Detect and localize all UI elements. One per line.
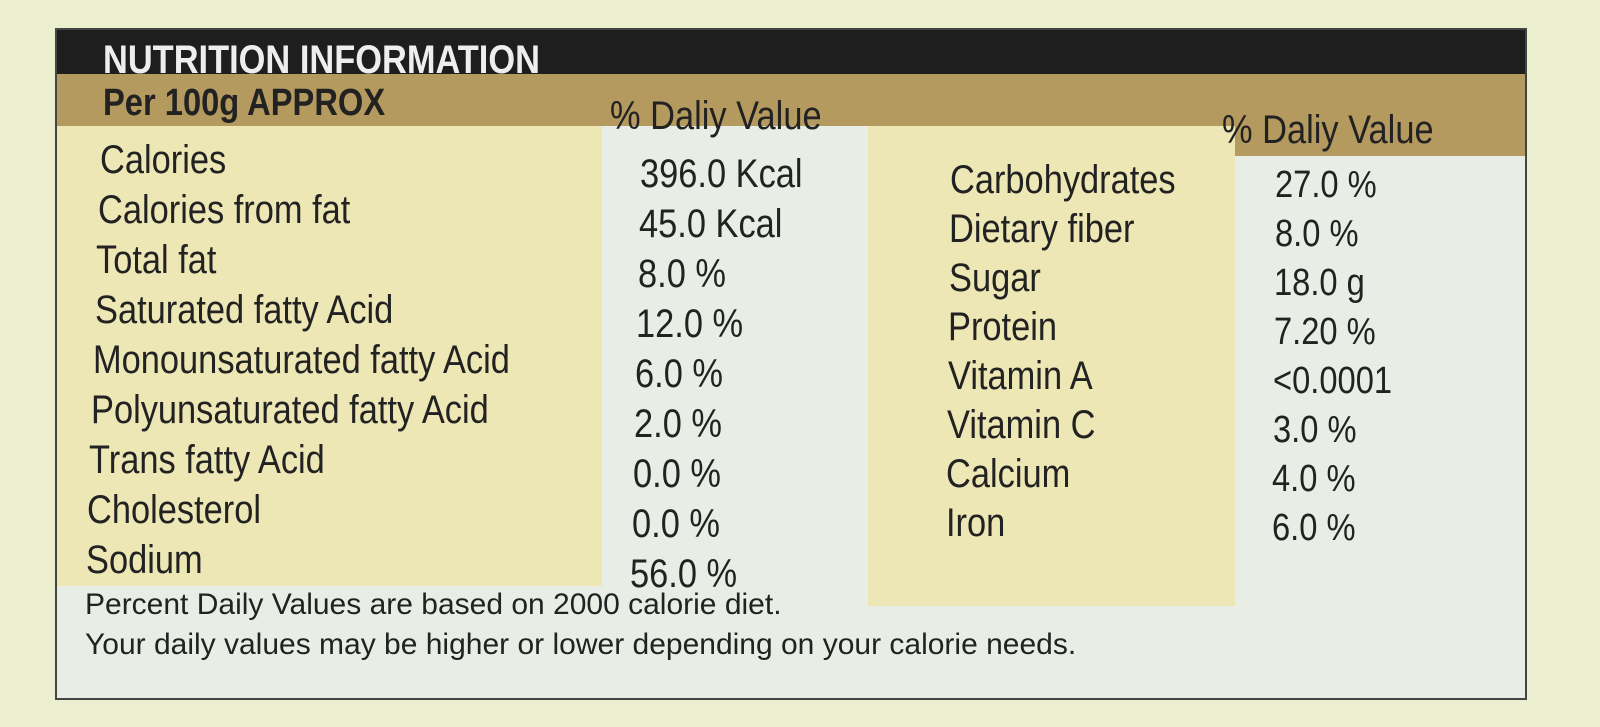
nutrient-name: Vitamin A <box>947 354 1093 398</box>
nutrient-value: 7.20 % <box>1273 311 1376 353</box>
title: NUTRITION INFORMATION <box>103 38 540 82</box>
nutrient-value: 2.0 % <box>634 402 722 446</box>
nutrient-name: Sugar <box>948 256 1041 300</box>
nutrient-name: Carbohydrates <box>950 158 1176 202</box>
serving: Per 100g APPROX <box>103 82 386 124</box>
nutrient-name: Protein <box>948 305 1058 349</box>
nutrient-name: Cholesterol <box>87 488 262 532</box>
nutrient-value: 12.0 % <box>636 302 744 346</box>
nutrient-name: Polyunsaturated fatty Acid <box>91 388 489 432</box>
nutrient-value: 18.0 g <box>1274 262 1365 304</box>
nutrient-name: Total fat <box>96 238 217 282</box>
nutrient-value: 8.0 % <box>637 252 726 296</box>
nutrient-value: 8.0 % <box>1274 213 1359 255</box>
column-header: % Daliy Value <box>610 94 822 138</box>
nutrient-name: Vitamin C <box>947 403 1096 447</box>
footnote: Percent Daily Values are based on 2000 c… <box>85 588 782 621</box>
column-header: % Daliy Value <box>1222 108 1434 152</box>
nutrient-value: 3.0 % <box>1272 409 1357 451</box>
nutrient-value: 27.0 % <box>1275 164 1377 206</box>
nutrient-value: 6.0 % <box>635 352 724 396</box>
nutrient-name: Calories <box>100 138 227 182</box>
nutrient-value: 396.0 Kcal <box>640 152 803 196</box>
nutrient-name: Calories from fat <box>98 188 351 232</box>
nutrient-name: Monounsaturated fatty Acid <box>92 338 510 382</box>
nutrient-name: Sodium <box>85 538 203 582</box>
nutrient-value: 4.0 % <box>1272 458 1356 500</box>
nutrient-value: 0.0 % <box>632 452 721 496</box>
nutrient-value: 6.0 % <box>1271 507 1356 549</box>
nutrient-name: Iron <box>945 501 1006 545</box>
nutrient-name: Trans fatty Acid <box>89 438 325 482</box>
nutrient-value: 45.0 Kcal <box>638 202 783 246</box>
nutrient-name: Saturated fatty Acid <box>94 288 393 332</box>
footnote: Your daily values may be higher or lower… <box>85 628 1077 661</box>
title-band <box>57 30 1525 74</box>
nutrient-value: 0.0 % <box>631 502 720 546</box>
left-name-col <box>57 126 602 586</box>
nutrient-name: Calcium <box>946 452 1071 496</box>
right-name-col <box>868 126 1235 606</box>
nutrient-name: Dietary fiber <box>949 207 1135 251</box>
right-header-band <box>1205 100 1525 156</box>
nutrient-value: <0.0001 <box>1273 360 1393 402</box>
nutrient-value: 56.0 % <box>630 552 738 596</box>
